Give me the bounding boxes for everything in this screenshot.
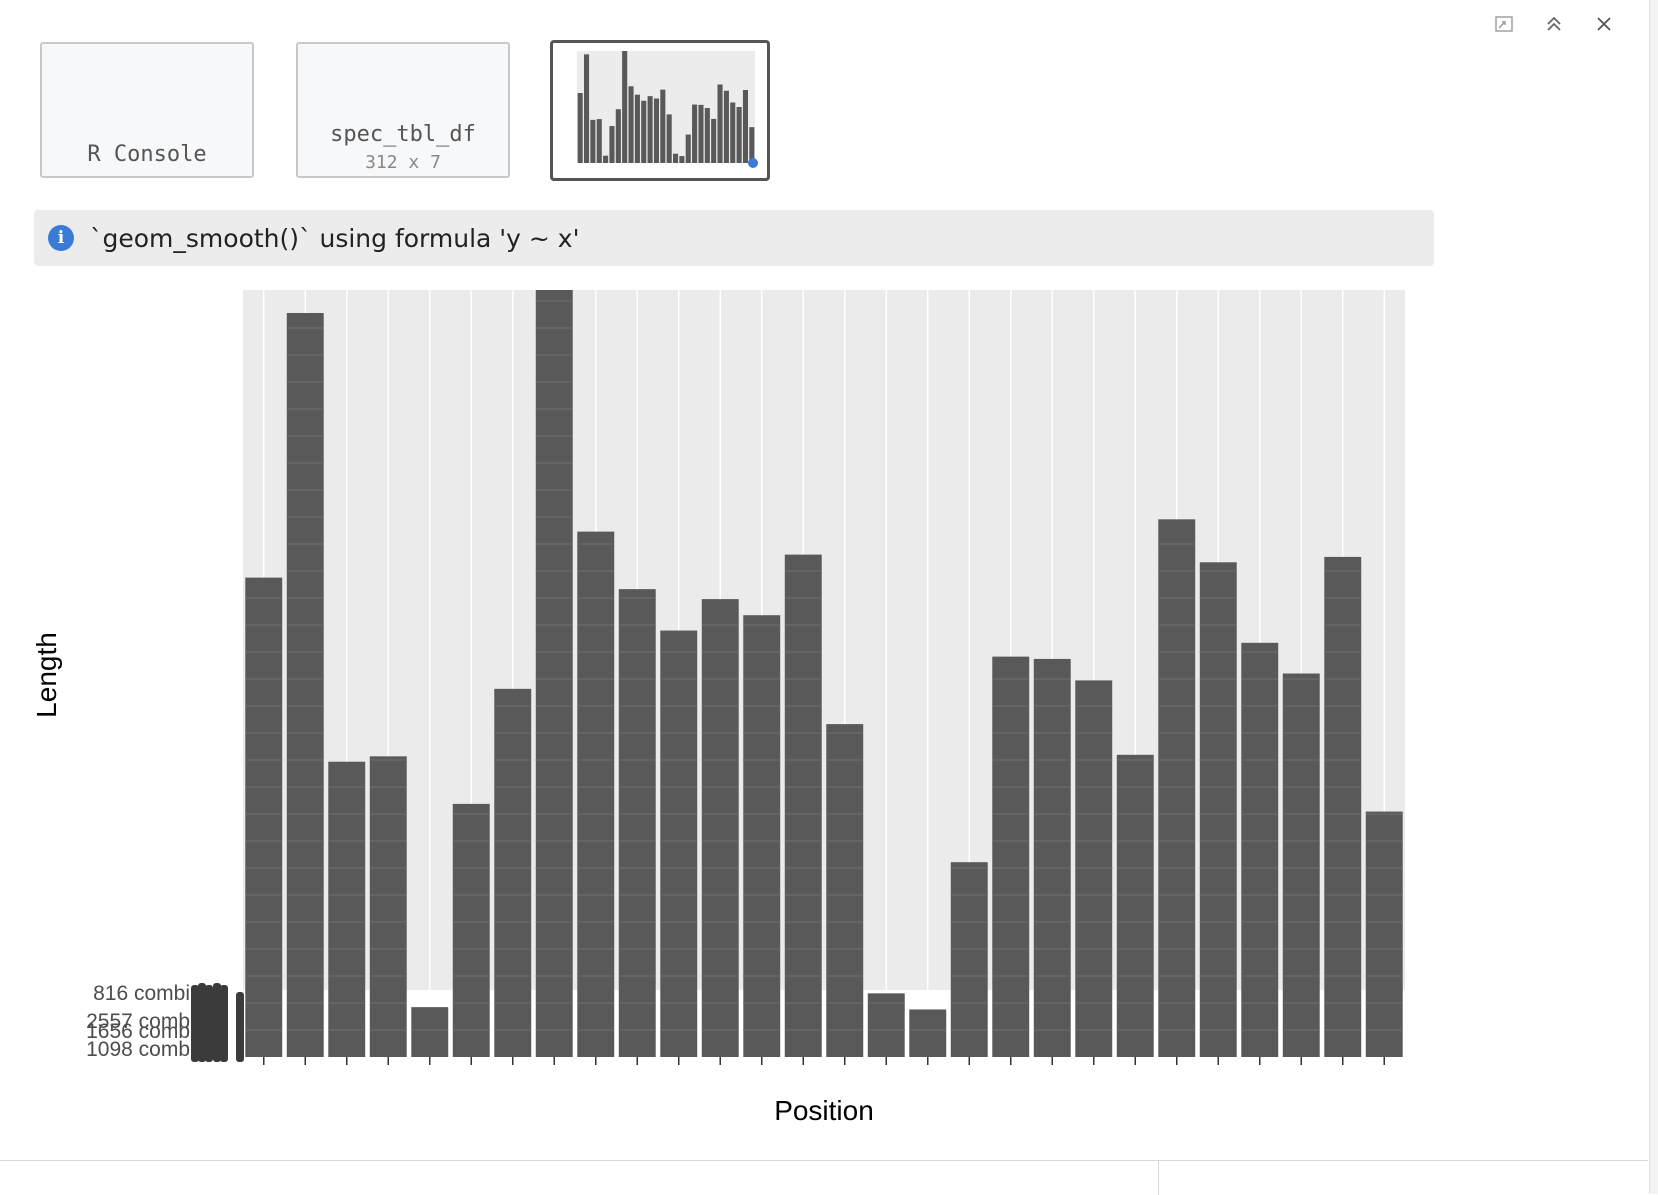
mini-bar	[692, 104, 698, 163]
mini-bar	[615, 109, 621, 163]
mini-bar	[660, 89, 666, 163]
bar	[191, 985, 199, 1062]
mini-bar	[641, 100, 647, 163]
bar	[1075, 680, 1113, 1057]
bar	[992, 656, 1030, 1057]
bar	[909, 1009, 947, 1057]
mini-bar	[609, 126, 615, 163]
message-banner: i `geom_smooth()` using formula 'y ~ x'	[34, 210, 1434, 266]
thumbnail-sublabel: 312 x 7	[365, 152, 441, 173]
bar	[494, 688, 532, 1057]
mini-bar	[622, 51, 628, 163]
mini-bar	[736, 107, 742, 163]
bar	[701, 599, 739, 1057]
mini-bar	[711, 118, 717, 163]
y-tick-label: 1098 comb	[86, 1038, 190, 1061]
bar	[1033, 658, 1071, 1057]
collapse-icon[interactable]	[1540, 10, 1568, 38]
bar	[236, 992, 244, 1062]
mini-bar	[685, 134, 691, 163]
x-axis-title: Position	[774, 1095, 874, 1126]
mini-bar	[704, 108, 710, 163]
window-controls	[1490, 10, 1618, 38]
close-icon[interactable]	[1590, 10, 1618, 38]
plot-thumbnail-preview	[577, 51, 758, 168]
bar	[618, 589, 656, 1057]
bar	[220, 985, 228, 1062]
mini-bar	[679, 156, 685, 163]
bar	[1282, 673, 1320, 1057]
bar	[577, 531, 615, 1057]
bar	[328, 761, 366, 1057]
bar	[743, 615, 781, 1057]
thumbnail-label: spec_tbl_df	[330, 122, 476, 147]
bar	[784, 554, 822, 1057]
bar	[1241, 642, 1279, 1057]
bar	[205, 985, 213, 1062]
bar	[369, 756, 407, 1057]
mini-bar	[577, 93, 583, 163]
bar	[867, 993, 905, 1057]
mini-bar	[628, 86, 634, 163]
mini-bar	[583, 54, 590, 163]
bar	[826, 724, 864, 1057]
mini-bar	[647, 96, 653, 163]
mini-bar	[666, 114, 672, 163]
mini-bar	[717, 84, 723, 163]
scrollbar[interactable]	[1649, 0, 1658, 1194]
mini-bar	[634, 94, 640, 163]
bar	[535, 290, 573, 1057]
y-axis-title: Length	[31, 632, 62, 718]
y-tick-label: 1656 comb	[86, 1020, 190, 1043]
mini-bar	[749, 127, 755, 163]
mini-bar	[698, 104, 704, 163]
thumbnail-spec-tbl-df[interactable]: spec_tbl_df 312 x 7	[296, 42, 510, 178]
bar	[452, 803, 490, 1057]
bar	[411, 1007, 449, 1057]
bar	[286, 313, 324, 1057]
mini-bar	[742, 89, 749, 163]
bar	[1158, 519, 1196, 1057]
bottom-bar	[0, 1160, 1648, 1195]
mini-bar	[603, 155, 609, 163]
bar	[950, 862, 988, 1057]
bar	[1324, 556, 1362, 1057]
mini-bar	[596, 119, 602, 163]
mini-info-icon	[748, 158, 758, 168]
y-tick-label: 2557 comb	[86, 1010, 190, 1033]
mini-bar	[730, 102, 736, 163]
bar	[1365, 811, 1403, 1057]
thumbnail-label: R Console	[87, 142, 207, 167]
mini-bar	[590, 119, 596, 163]
message-text: `geom_smooth()` using formula 'y ~ x'	[90, 223, 580, 253]
y-tick-label: 816 combi	[93, 982, 190, 1005]
thumbnail-r-console[interactable]: R Console	[40, 42, 254, 178]
bar	[245, 577, 283, 1057]
bar	[1116, 754, 1154, 1057]
mini-bar	[723, 90, 729, 163]
bar	[198, 983, 206, 1062]
export-icon[interactable]	[1490, 10, 1518, 38]
thumbnail-plot[interactable]	[550, 40, 770, 181]
info-icon: i	[48, 225, 74, 251]
bar	[213, 983, 221, 1062]
mini-bar	[672, 153, 679, 163]
mini-bar	[653, 98, 660, 163]
bar	[660, 630, 698, 1057]
bar	[1199, 562, 1237, 1057]
